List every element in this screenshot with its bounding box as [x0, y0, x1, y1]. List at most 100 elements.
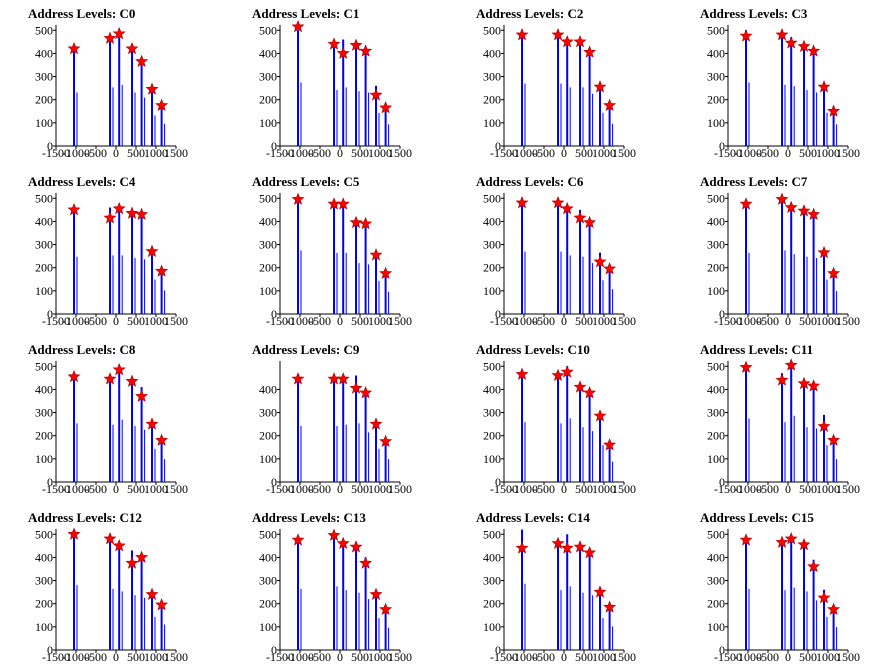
y-tick-label: 500 [707, 191, 725, 205]
x-tick-label: -1500 [490, 146, 518, 160]
histogram-bar [375, 253, 377, 314]
peak-star-marker [593, 255, 607, 268]
histogram-bar [832, 440, 835, 482]
histogram-bar [73, 209, 75, 314]
histogram-bar [140, 58, 143, 146]
peak-star-marker [112, 201, 126, 215]
histogram-bar [109, 39, 111, 146]
chart-svg: Address Levels: C12 0 100 200 300 400 500 -1500… [28, 510, 188, 664]
x-tick-label: -500 [85, 146, 107, 160]
histogram-bar [521, 373, 523, 482]
x-tick-label: -500 [309, 650, 331, 664]
histogram-bar [131, 380, 133, 482]
peak-star-marker [125, 374, 139, 387]
peak-star-marker [560, 365, 574, 378]
histogram-bar [118, 207, 121, 314]
y-tick-label: 500 [483, 23, 501, 37]
histogram-bar [608, 444, 611, 482]
chart-panel: Address Levels: C8 0 100 200 300 400 500 -1500-… [0, 336, 224, 504]
y-tick-label: 100 [483, 116, 501, 130]
x-tick-label: -1000 [286, 482, 314, 496]
y-tick-label: 400 [35, 214, 53, 228]
histogram-bar [790, 361, 793, 482]
histogram-bar [588, 51, 591, 147]
x-tick-label: 0 [337, 482, 343, 496]
peak-star-marker [103, 31, 117, 44]
y-tick-label: 0 [719, 307, 725, 321]
x-tick-label: -500 [757, 146, 779, 160]
x-tick-label: 0 [561, 650, 567, 664]
histogram-bar [297, 380, 299, 482]
y-tick-label: 500 [483, 359, 501, 373]
histogram-bar [812, 212, 815, 314]
peak-star-marker [369, 248, 383, 261]
histogram-bar [118, 368, 121, 482]
histogram-bar [812, 384, 815, 482]
x-tick-label: -1500 [714, 146, 742, 160]
y-tick-label: 300 [483, 574, 501, 588]
x-tick-label: -1000 [62, 146, 90, 160]
peak-star-marker [573, 380, 587, 393]
x-tick-label: 0 [337, 146, 343, 160]
y-tick-label: 500 [707, 527, 725, 541]
chart-svg: Address Levels: C40100200300400500-1500-… [28, 174, 188, 328]
peak-star-marker [551, 28, 565, 41]
y-tick-label: 100 [35, 116, 53, 130]
y-tick-label: 100 [35, 284, 53, 298]
histogram-bar [557, 541, 559, 650]
y-tick-label: 300 [35, 406, 53, 420]
histogram-bar [608, 105, 611, 146]
peak-star-marker [291, 192, 305, 205]
chart-panel: Address Levels: C7 0 100 200 300 400 500 -1500-… [672, 168, 896, 336]
peak-star-marker [291, 19, 305, 33]
chart-panel: Address Levels: C12 0 100 200 300 400 500 -1500… [0, 504, 224, 672]
peak-star-marker [135, 54, 149, 68]
peak-star-marker [603, 262, 617, 275]
x-tick-label: -500 [533, 482, 555, 496]
y-tick-label: 0 [495, 139, 501, 153]
peak-star-marker [155, 264, 169, 277]
peak-star-marker [67, 527, 81, 540]
y-tick-label: 300 [483, 70, 501, 84]
histogram-bar [160, 603, 163, 650]
histogram-bar [608, 268, 611, 314]
y-tick-label: 100 [707, 284, 725, 298]
histogram-bar [342, 541, 345, 650]
x-tick-label: 1000 [368, 314, 392, 328]
peak-star-marker [827, 266, 841, 280]
x-tick-label: 1500 [388, 482, 412, 496]
peak-star-marker [379, 100, 393, 114]
y-tick-label: 400 [483, 550, 501, 564]
peak-star-marker [145, 417, 159, 430]
x-tick-label: 1500 [388, 146, 412, 160]
y-tick-label: 300 [35, 70, 53, 84]
peak-star-marker [67, 369, 81, 383]
peak-star-marker [560, 201, 574, 215]
y-tick-label: 200 [259, 429, 277, 443]
peak-star-marker [369, 587, 383, 600]
y-tick-label: 400 [35, 550, 53, 564]
histogram-bar [109, 377, 111, 482]
x-tick-label: 1000 [368, 146, 392, 160]
peak-star-marker [827, 602, 841, 616]
chart-title: Address Levels: C7 [700, 174, 808, 189]
histogram-bar [781, 34, 783, 146]
peak-star-marker [827, 433, 841, 446]
histogram-bar [333, 534, 335, 650]
histogram-bar [803, 44, 805, 146]
chart-panel: Address Levels: C15 0 100 200 300 400 500 -1500… [672, 504, 896, 672]
histogram-bar [521, 529, 523, 650]
peak-star-marker [103, 372, 117, 385]
histogram-bar [557, 200, 559, 314]
histogram-bar [745, 202, 747, 314]
x-tick-label: -1500 [714, 650, 742, 664]
chart-svg: Address Levels: C50100200300400500-1500-… [252, 174, 412, 328]
chart-svg: Address Levels: C10100200300400500-1500-… [252, 6, 412, 160]
x-tick-label: -1500 [266, 314, 294, 328]
peak-star-marker [291, 372, 305, 385]
peak-star-marker [349, 381, 363, 394]
histogram-bar [333, 380, 335, 482]
chart-title: Address Levels: C12 [28, 510, 142, 525]
chart-title: Address Levels: C9 [252, 342, 360, 357]
histogram-bar [355, 375, 357, 482]
